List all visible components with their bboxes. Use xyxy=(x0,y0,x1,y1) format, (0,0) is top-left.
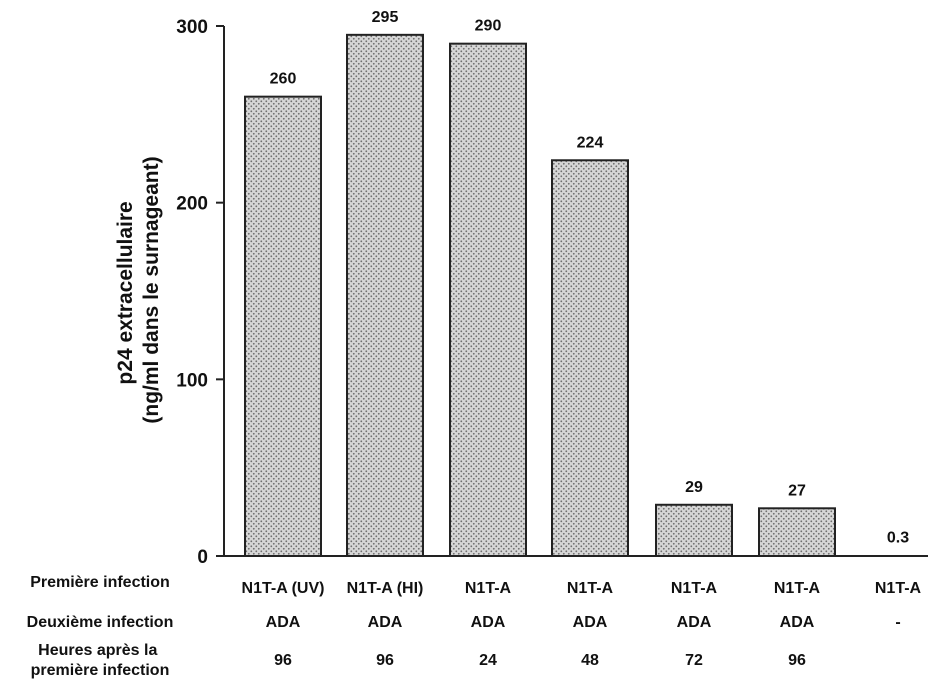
row-label-heures-line2: première infection xyxy=(31,662,170,679)
deuxieme-infection-cell: ADA xyxy=(266,614,301,631)
heures-cell: 96 xyxy=(376,652,394,669)
heures-cell: 48 xyxy=(581,652,599,669)
bar xyxy=(244,95,322,558)
heures-cell: 72 xyxy=(685,652,703,669)
bar xyxy=(346,33,424,558)
bar-value-label: 224 xyxy=(577,134,604,151)
value-labels-group: 260 295 290 224 29 27 0.3 xyxy=(270,9,910,547)
deuxieme-infection-cell: ADA xyxy=(471,614,506,631)
y-axis: 0 100 200 300 xyxy=(176,17,225,568)
condition-table: Première infection Deuxième infection He… xyxy=(27,574,922,679)
y-tick-label: 100 xyxy=(176,370,208,391)
premiere-infection-cell: N1T-A xyxy=(465,580,512,597)
premiere-infection-cell: N1T-A (HI) xyxy=(347,580,424,597)
premiere-infection-cell: N1T-A (UV) xyxy=(242,580,325,597)
y-axis-label-line1: p24 extracellulaire xyxy=(114,201,137,384)
heures-cell: 96 xyxy=(788,652,806,669)
bar-value-label: 260 xyxy=(270,71,297,88)
heures-cell: 24 xyxy=(479,652,497,669)
bar xyxy=(655,503,733,557)
bar-value-label: 27 xyxy=(788,482,806,499)
y-tick-label: 0 xyxy=(197,547,208,568)
table-cells-group: N1T-A (UV) N1T-A (HI) N1T-A N1T-A N1T-A N1T-A… xyxy=(242,580,922,669)
bar xyxy=(449,42,527,557)
y-axis-label-line2: (ng/ml dans le surnageant) xyxy=(140,156,163,423)
deuxieme-infection-cell: ADA xyxy=(573,614,608,631)
bars-group xyxy=(244,33,928,558)
row-label-premiere-infection: Première infection xyxy=(30,574,170,591)
deuxieme-infection-cell: - xyxy=(895,614,900,631)
bar-value-label: 290 xyxy=(475,18,502,35)
row-label-heures-line1: Heures après la xyxy=(38,642,157,659)
premiere-infection-cell: N1T-A xyxy=(671,580,718,597)
bar-value-label: 0.3 xyxy=(887,529,909,546)
bar-value-label: 29 xyxy=(685,479,703,496)
premiere-infection-cell: N1T-A xyxy=(774,580,821,597)
bar-value-label: 295 xyxy=(372,9,399,26)
deuxieme-infection-cell: ADA xyxy=(780,614,815,631)
premiere-infection-cell: N1T-A xyxy=(567,580,614,597)
y-tick-label: 200 xyxy=(176,194,208,215)
bar xyxy=(551,159,629,557)
bar xyxy=(758,507,836,557)
row-label-deuxieme-infection: Deuxième infection xyxy=(27,614,174,631)
y-tick-label: 300 xyxy=(176,17,208,38)
deuxieme-infection-cell: ADA xyxy=(368,614,403,631)
deuxieme-infection-cell: ADA xyxy=(677,614,712,631)
heures-cell: 96 xyxy=(274,652,292,669)
y-axis-label: p24 extracellulaire (ng/ml dans le surna… xyxy=(114,156,163,423)
y-ticks-group: 0 100 200 300 xyxy=(176,17,224,568)
row-label-heures: Heures après la première infection xyxy=(31,642,170,679)
premiere-infection-cell: N1T-A xyxy=(875,580,922,597)
